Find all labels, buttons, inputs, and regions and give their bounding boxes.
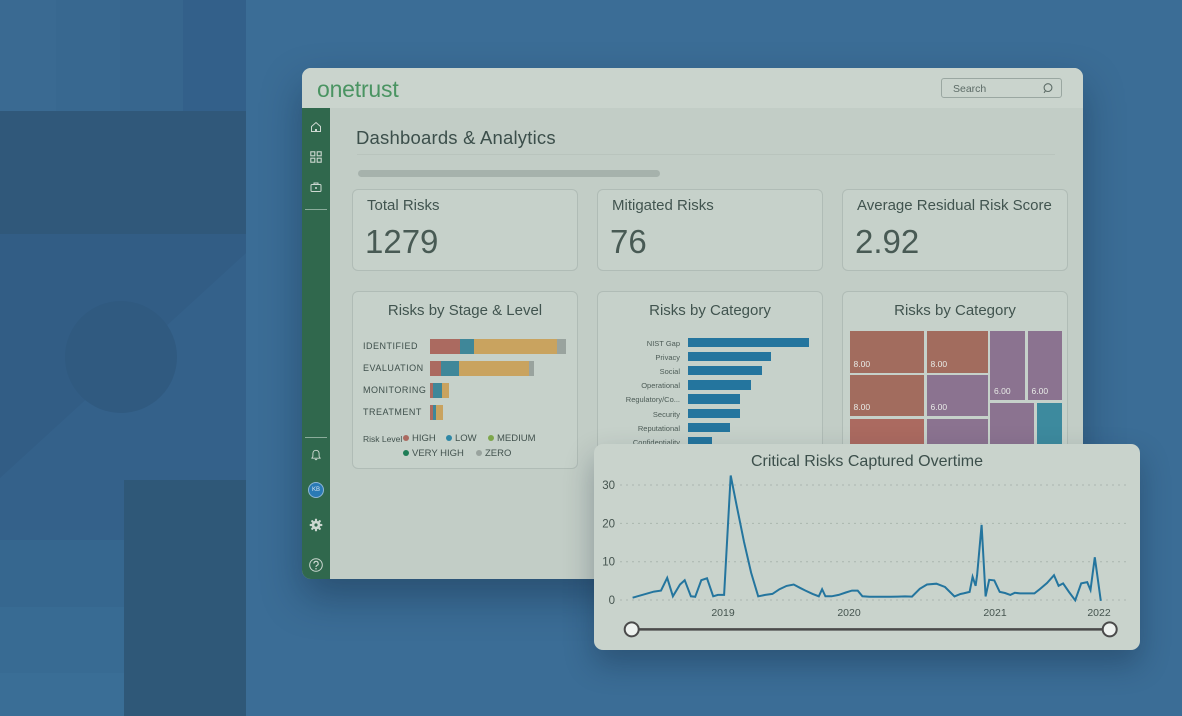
svg-text:20: 20 bbox=[602, 518, 615, 530]
svg-text:2019: 2019 bbox=[711, 607, 735, 619]
svg-text:10: 10 bbox=[602, 557, 615, 569]
svg-text:2020: 2020 bbox=[837, 607, 861, 619]
svg-text:30: 30 bbox=[602, 480, 615, 492]
svg-text:2021: 2021 bbox=[983, 607, 1007, 619]
svg-text:2022: 2022 bbox=[1087, 607, 1111, 619]
svg-text:0: 0 bbox=[609, 595, 615, 607]
